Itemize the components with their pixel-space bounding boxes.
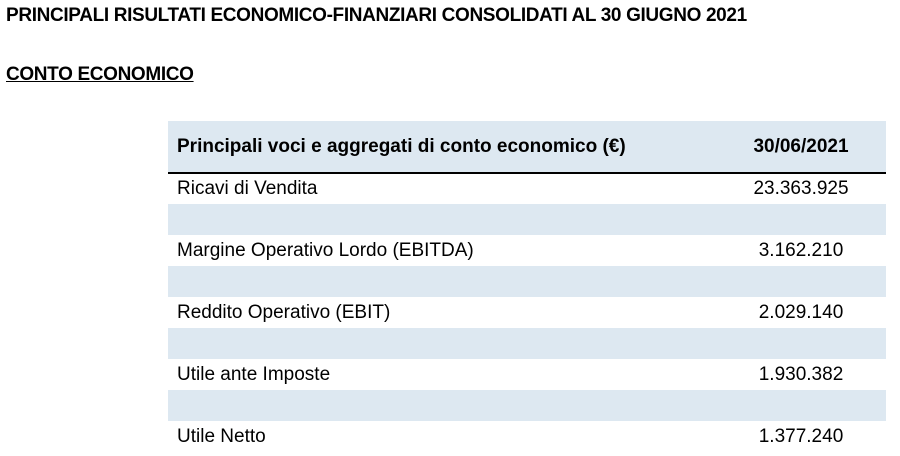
income-statement-table: Principali voci e aggregati di conto eco…: [168, 121, 886, 452]
row-value: 2.029.140: [758, 301, 844, 323]
table-spacer-row: [168, 328, 886, 359]
table-header-row: Principali voci e aggregati di conto eco…: [168, 121, 886, 174]
row-label: Utile ante Imposte: [177, 363, 331, 385]
table-row: Utile Netto 1.377.240: [168, 421, 886, 452]
column-header-label: Principali voci e aggregati di conto eco…: [168, 121, 716, 174]
table-row: Utile ante Imposte 1.930.382: [168, 359, 886, 390]
table-spacer-row: [168, 266, 886, 297]
table-spacer-row: [168, 390, 886, 421]
row-label: Utile Netto: [177, 425, 266, 447]
row-value: 1.377.240: [758, 425, 844, 447]
table-row: Ricavi di Vendita 23.363.925: [168, 173, 886, 204]
table-row: Margine Operativo Lordo (EBITDA) 3.162.2…: [168, 235, 886, 266]
section-title: CONTO ECONOMICO: [6, 64, 194, 85]
row-label: Reddito Operativo (EBIT): [177, 301, 391, 323]
table-row: Reddito Operativo (EBIT) 2.029.140: [168, 297, 886, 328]
row-value: 3.162.210: [758, 239, 844, 261]
row-label: Ricavi di Vendita: [177, 178, 318, 199]
column-header-period: 30/06/2021: [716, 121, 886, 174]
row-label: Margine Operativo Lordo (EBITDA): [177, 239, 474, 261]
row-value: 23.363.925: [753, 178, 849, 199]
row-value: 1.930.382: [758, 363, 844, 385]
table-spacer-row: [168, 204, 886, 235]
page-title: PRINCIPALI RISULTATI ECONOMICO-FINANZIAR…: [6, 5, 747, 26]
